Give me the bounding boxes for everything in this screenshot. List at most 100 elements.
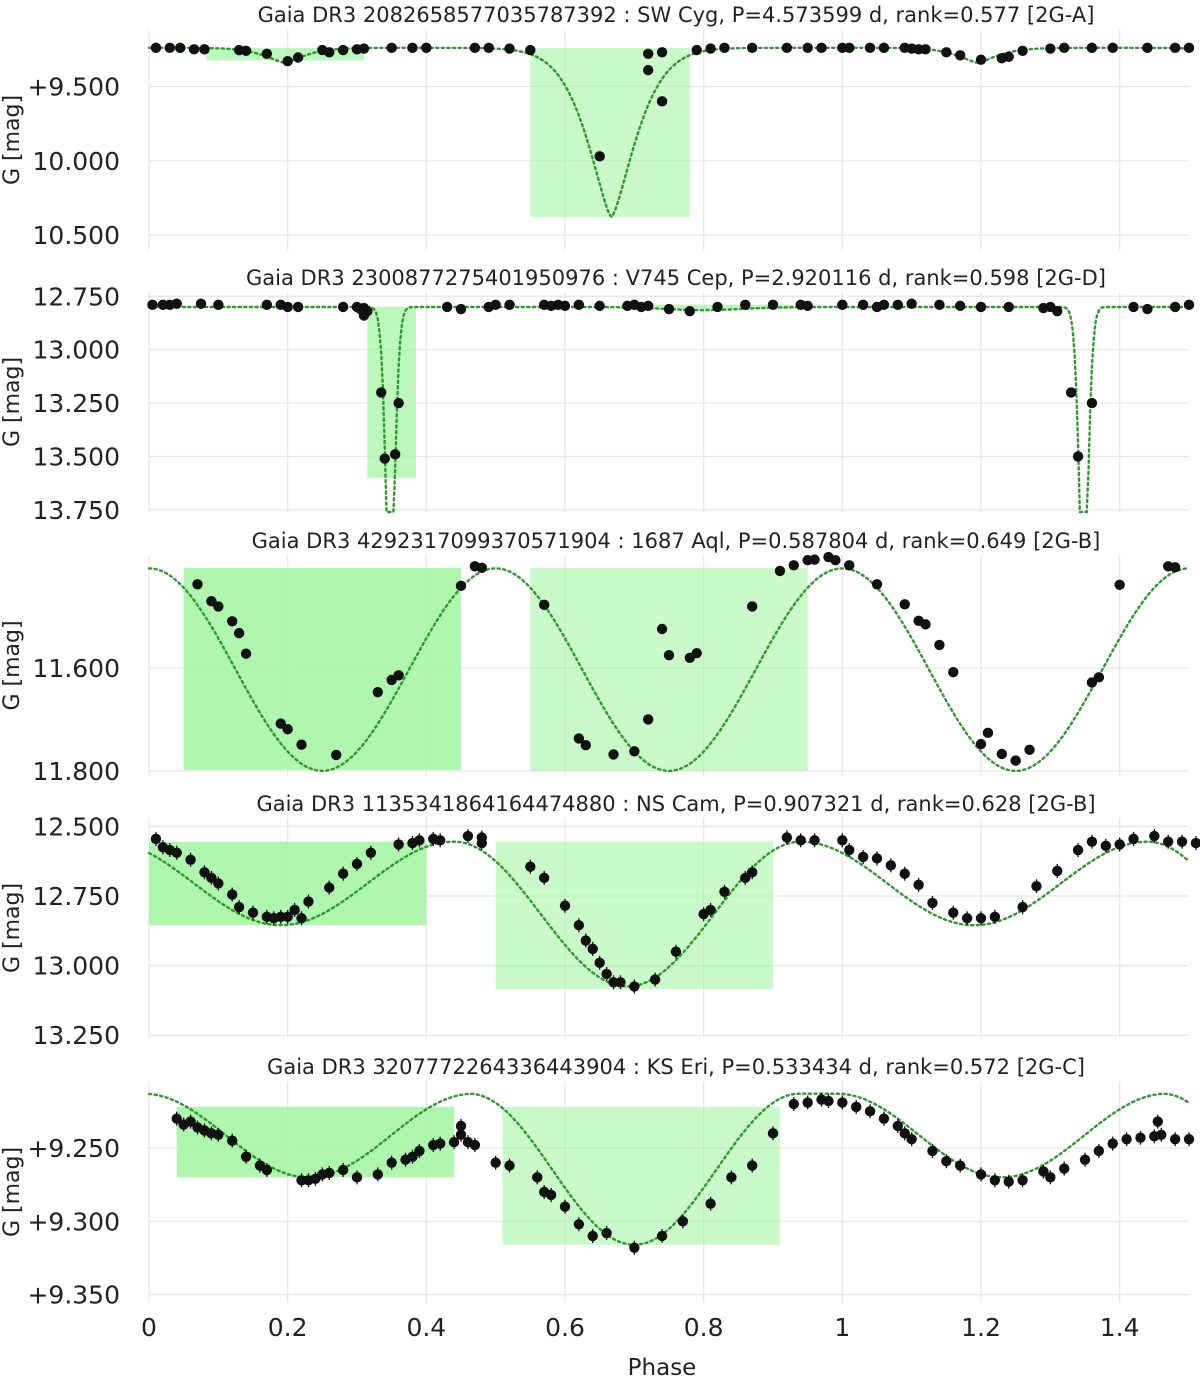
data-point bbox=[719, 42, 730, 54]
panel-title: Gaia DR3 4292317099370571904 : 1687 Aql,… bbox=[252, 529, 1101, 553]
data-point bbox=[532, 1172, 543, 1183]
data-point bbox=[573, 920, 585, 931]
data-point bbox=[476, 837, 487, 849]
panels-layer: +9.500 10.000 10.500 Gaia DR3 2082658577035… bbox=[0, 3, 1200, 1310]
data-point bbox=[188, 44, 200, 55]
data-point bbox=[1149, 830, 1160, 842]
data-point bbox=[871, 579, 883, 590]
data-point bbox=[1045, 1172, 1056, 1183]
data-point bbox=[989, 911, 1001, 923]
x-tick-label: 0.4 bbox=[406, 1313, 446, 1342]
data-point bbox=[240, 45, 252, 57]
data-point bbox=[927, 897, 938, 909]
data-point bbox=[1003, 301, 1014, 313]
data-point bbox=[213, 299, 224, 311]
y-tick-label: 13.750 bbox=[33, 496, 120, 525]
light-curve-panel-4: 12.500 12.750 13.000 13.250 Gaia DR3 1135341… bbox=[0, 792, 1200, 1050]
data-point bbox=[240, 648, 252, 659]
y-axis-label: G [mag] bbox=[0, 620, 25, 710]
data-point bbox=[802, 1097, 813, 1108]
data-point bbox=[1169, 1134, 1181, 1145]
data-point bbox=[376, 387, 387, 398]
data-point bbox=[171, 298, 182, 309]
data-point bbox=[955, 50, 966, 61]
data-point bbox=[781, 832, 793, 843]
data-point bbox=[372, 687, 383, 698]
y-tick-label: 12.750 bbox=[33, 882, 120, 911]
data-point bbox=[1142, 42, 1153, 54]
data-point bbox=[948, 907, 959, 918]
model-curve bbox=[147, 305, 1191, 514]
data-point bbox=[975, 1169, 987, 1180]
data-point bbox=[171, 847, 182, 859]
data-point bbox=[913, 44, 924, 55]
data-point bbox=[351, 858, 363, 870]
data-point bbox=[393, 397, 404, 409]
data-point bbox=[414, 835, 425, 846]
data-point bbox=[504, 1160, 515, 1171]
data-point bbox=[469, 42, 481, 54]
light-curve-panel-2: 12.750 13.000 13.250 13.500 13.750 Gaia DR3 2… bbox=[0, 266, 1195, 525]
data-point bbox=[292, 301, 304, 313]
data-point bbox=[740, 872, 751, 884]
data-point bbox=[747, 601, 758, 612]
data-point bbox=[1169, 42, 1181, 54]
data-point bbox=[871, 853, 883, 864]
data-point bbox=[684, 652, 695, 663]
data-point bbox=[795, 835, 806, 846]
data-point bbox=[844, 560, 855, 571]
eclipse-window-1 bbox=[176, 1106, 455, 1178]
data-point bbox=[726, 1172, 737, 1183]
model-curve bbox=[147, 46, 1191, 219]
data-point bbox=[469, 1139, 481, 1151]
data-point bbox=[358, 43, 370, 54]
data-point bbox=[261, 299, 273, 311]
data-point bbox=[1017, 45, 1028, 57]
data-point bbox=[996, 53, 1007, 64]
data-point bbox=[1086, 836, 1098, 847]
data-point bbox=[1152, 1116, 1164, 1127]
data-point bbox=[147, 299, 158, 311]
data-point bbox=[802, 42, 813, 54]
data-point bbox=[906, 1134, 917, 1145]
data-point bbox=[1059, 42, 1070, 54]
data-point bbox=[435, 835, 446, 846]
x-axis-label: Phase bbox=[628, 1355, 697, 1380]
data-point bbox=[1183, 1134, 1195, 1145]
data-point bbox=[844, 42, 855, 54]
data-point bbox=[233, 627, 245, 639]
data-point bbox=[199, 867, 210, 878]
data-point bbox=[975, 301, 987, 313]
data-point bbox=[1190, 837, 1200, 849]
data-point bbox=[365, 847, 377, 859]
data-point bbox=[656, 47, 668, 58]
data-point bbox=[837, 835, 848, 846]
data-point bbox=[1128, 833, 1139, 845]
data-point bbox=[1183, 299, 1195, 311]
data-point bbox=[386, 1157, 397, 1168]
data-point bbox=[656, 96, 668, 107]
data-point bbox=[324, 882, 335, 893]
data-point bbox=[545, 1189, 557, 1201]
data-point bbox=[629, 746, 640, 757]
data-point bbox=[643, 64, 654, 76]
data-point bbox=[476, 562, 487, 574]
data-point bbox=[393, 670, 404, 681]
data-point bbox=[490, 299, 501, 311]
data-point bbox=[379, 453, 390, 464]
data-point bbox=[389, 449, 401, 460]
data-point bbox=[261, 48, 273, 59]
data-point bbox=[414, 1145, 425, 1157]
x-tick-label: 1 bbox=[834, 1313, 850, 1342]
eclipse-window-2 bbox=[530, 567, 808, 771]
data-point bbox=[150, 42, 162, 54]
model-curve bbox=[147, 567, 1191, 773]
data-point bbox=[649, 974, 661, 985]
data-point bbox=[331, 749, 342, 761]
y-tick-label: 13.000 bbox=[33, 952, 120, 981]
data-point bbox=[934, 639, 945, 651]
data-point bbox=[1086, 42, 1098, 54]
y-axis-label: G [mag] bbox=[0, 95, 25, 185]
data-point bbox=[663, 303, 675, 315]
data-point bbox=[282, 301, 293, 313]
